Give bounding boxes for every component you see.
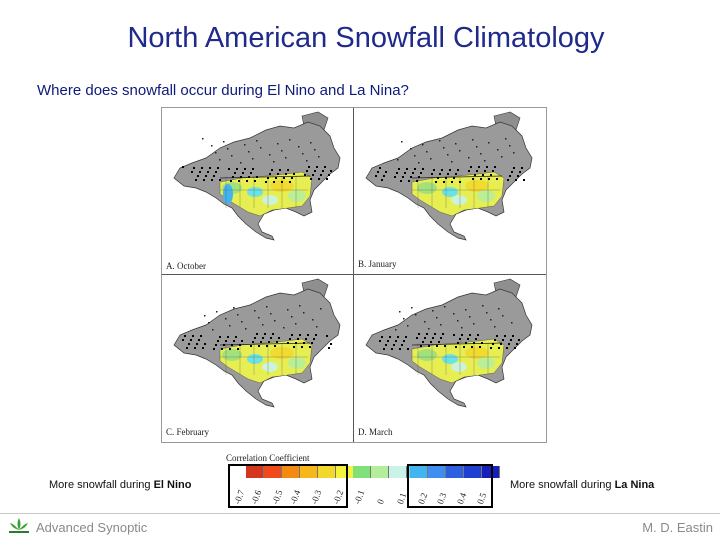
- map-panel-january: B. January: [354, 108, 545, 274]
- el-nino-label: More snowfall during El Nino: [49, 479, 192, 491]
- colorbar-swatch: [410, 466, 428, 478]
- colorbar-swatch: [246, 466, 264, 478]
- footer-divider: [0, 513, 720, 514]
- north-america-map: [365, 278, 533, 408]
- la-nina-label: More snowfall during La Nina: [510, 479, 655, 491]
- colorbar-positive: [410, 466, 500, 478]
- colorbar-swatch: [318, 466, 336, 478]
- colorbar-swatch: [428, 466, 446, 478]
- footer-author: M. D. Eastin: [642, 520, 713, 535]
- map-panel-february: C. February: [162, 275, 353, 441]
- north-america-map: [173, 111, 341, 241]
- map-figure: A. October B. January C. February D. Mar…: [161, 107, 547, 443]
- el-nino-highlight-box: [228, 464, 348, 508]
- colorbar-swatch: [464, 466, 482, 478]
- slide-subtitle: Where does snowfall occur during El Nino…: [37, 82, 409, 99]
- map-panel-march: D. March: [354, 275, 545, 441]
- colorbar-swatch: [389, 466, 407, 478]
- logo-icon: [9, 518, 29, 533]
- colorbar-swatch: [264, 466, 282, 478]
- colorbar-swatch: [300, 466, 318, 478]
- colorbar-swatch: [282, 466, 300, 478]
- map-panel-october: A. October: [162, 108, 353, 274]
- colorbar-swatch: [353, 466, 371, 478]
- panel-divider: [353, 108, 354, 442]
- panel-label: D. March: [358, 427, 393, 437]
- panel-label: C. February: [166, 427, 209, 437]
- panel-label: B. January: [358, 259, 397, 269]
- north-america-map: [173, 278, 341, 408]
- colorbar-swatch: [446, 466, 464, 478]
- panel-divider: [162, 274, 546, 275]
- colorbar-tick-label: 0: [375, 497, 386, 506]
- la-nina-highlight-box: [407, 464, 493, 508]
- panel-label: A. October: [166, 261, 206, 271]
- colorbar-tick-label: -0.1: [352, 488, 367, 506]
- slide-title: North American Snowfall Climatology: [127, 22, 605, 54]
- north-america-map: [365, 111, 533, 241]
- colorbar-negative: [246, 466, 354, 478]
- colorbar-swatch: [371, 466, 389, 478]
- footer-course: Advanced Synoptic: [36, 520, 148, 535]
- colorbar-title: Correlation Coefficient: [226, 453, 310, 463]
